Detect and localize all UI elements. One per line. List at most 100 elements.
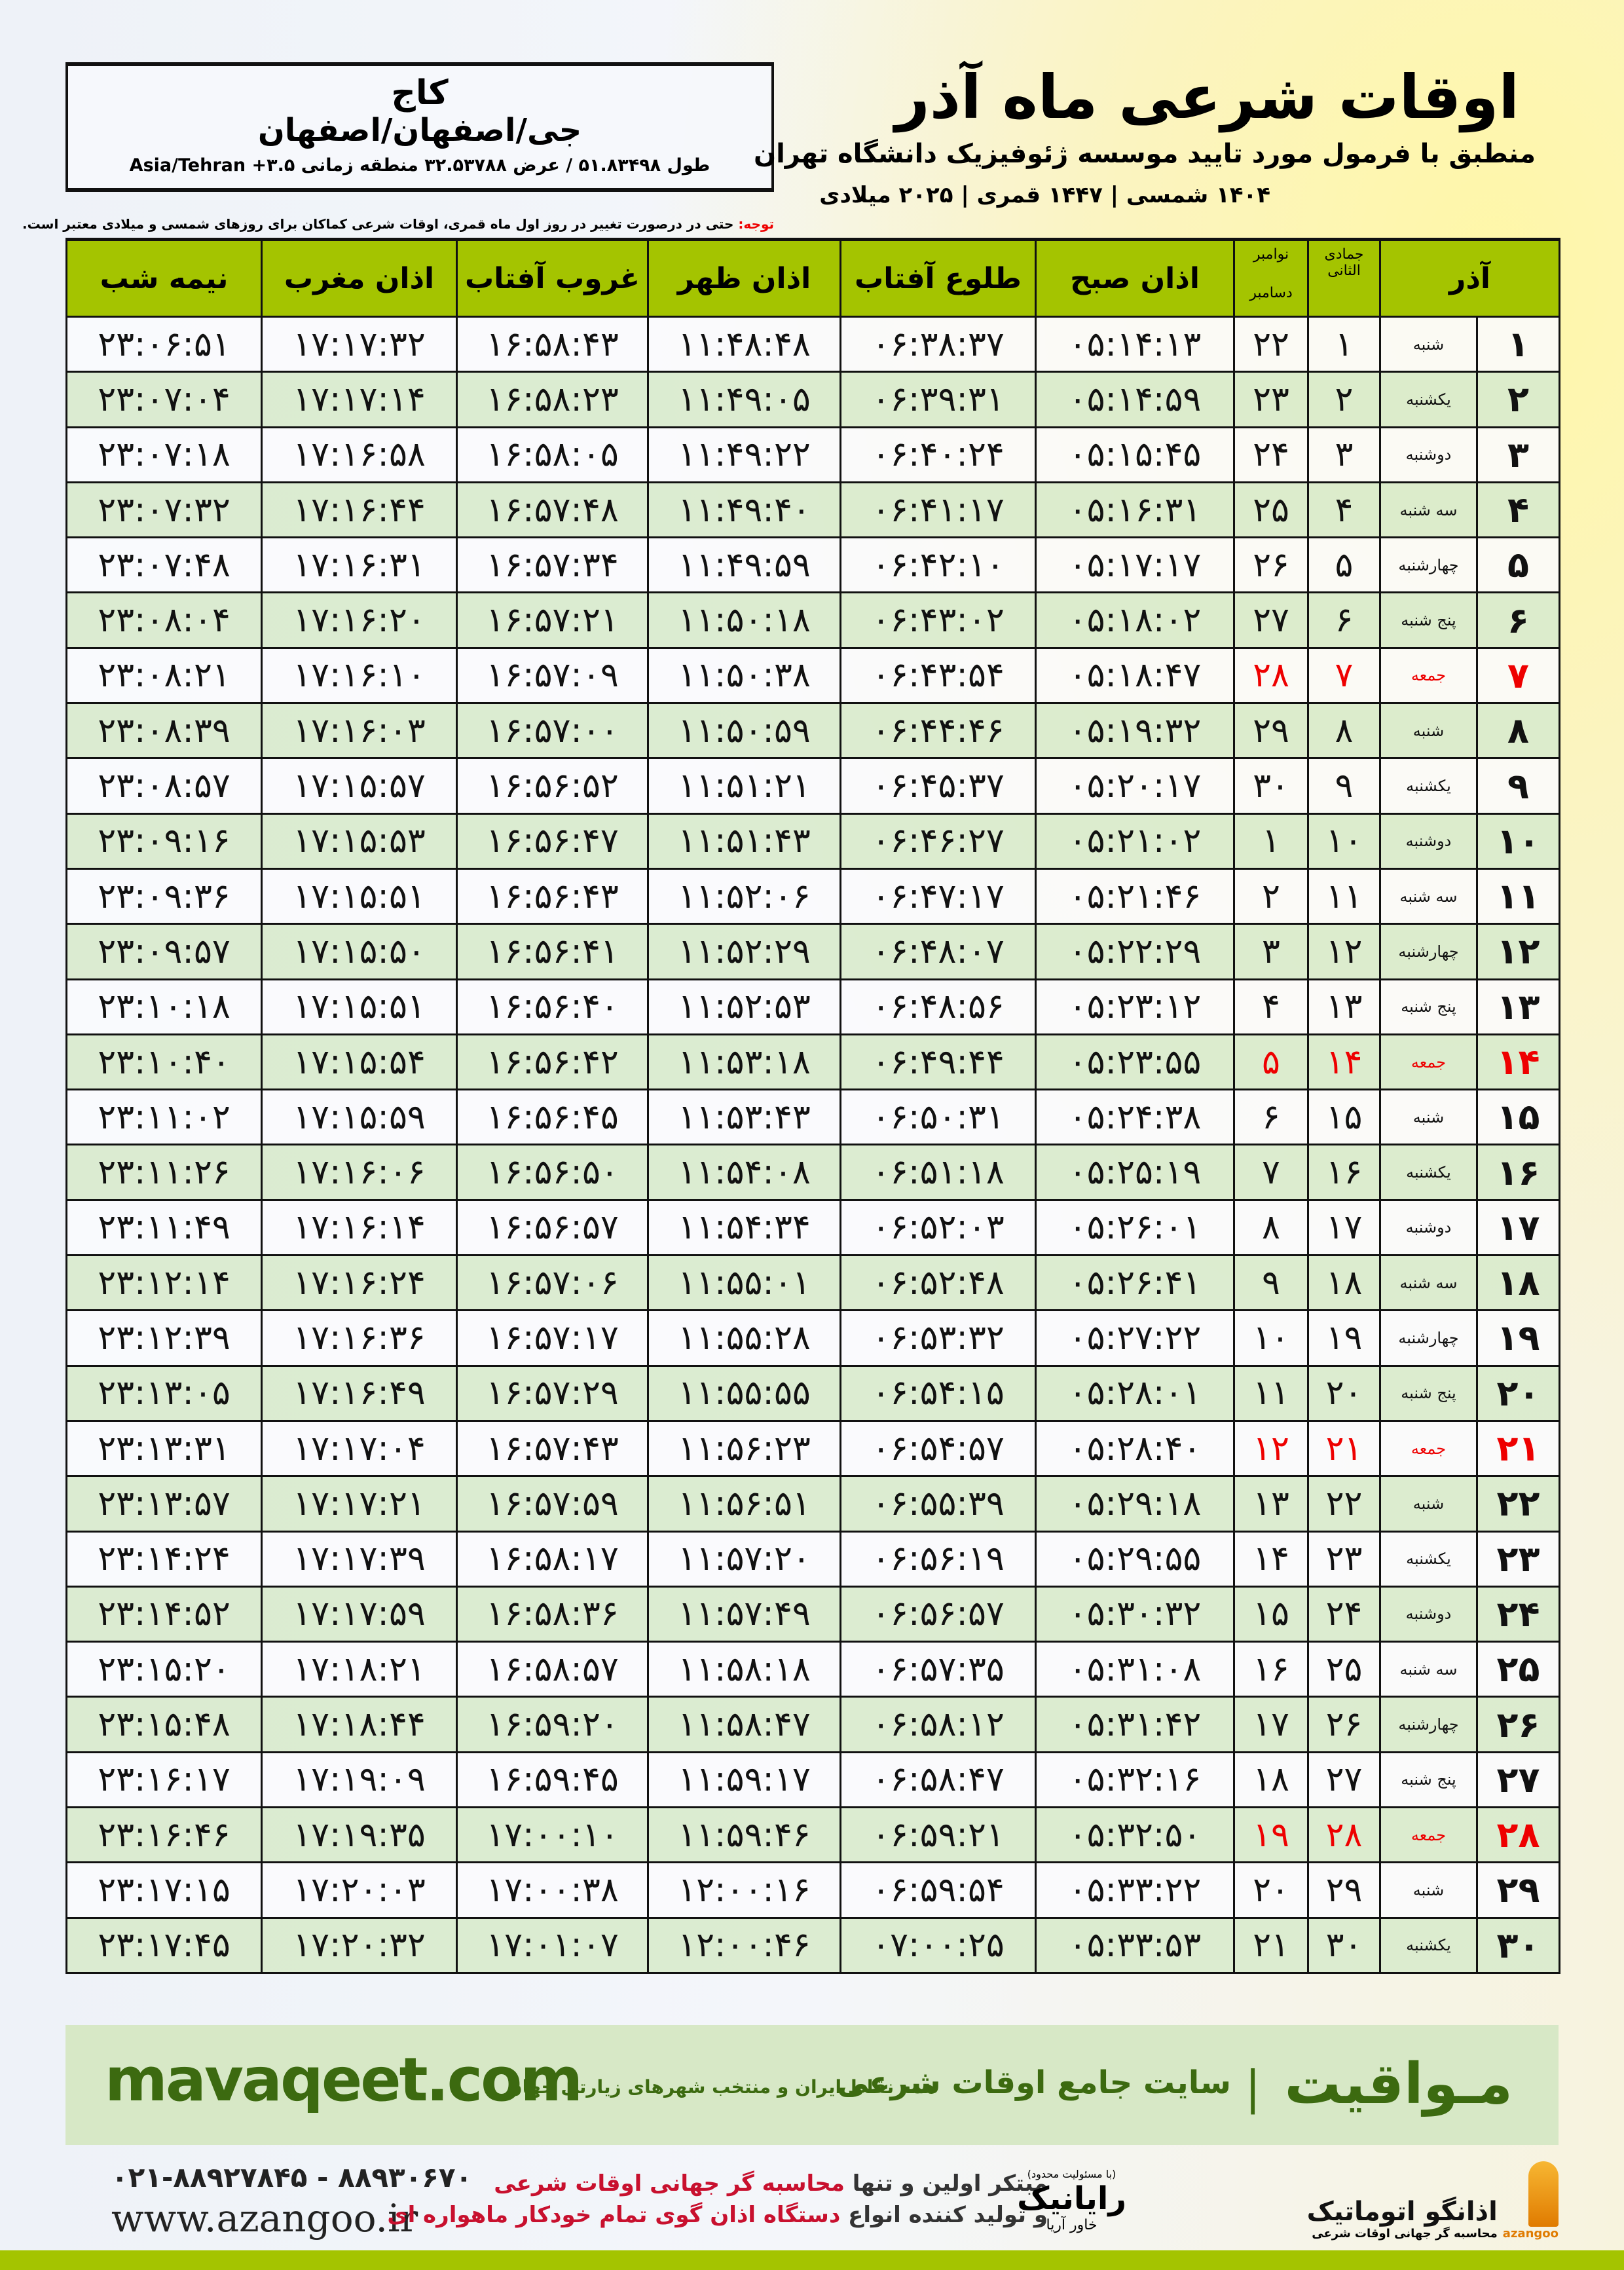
fajr-time: ۰۵:۲۸:۴۰ (1035, 1419, 1235, 1478)
sunrise-time: ۰۶:۳۹:۳۱ (840, 371, 1037, 428)
note-text: حتی در درصورت تغییر در روز اول ماه قمری،… (22, 216, 739, 232)
table-row: ۱۸ سه شنبه ۱۸ ۹ ۰۵:۲۶:۴۱ ۰۶:۵۲:۴۸ ۱۱:۵۵:۰۱ ۱۶:۵… (65, 1254, 1560, 1312)
col-dhuhr: اذان ظهر (647, 238, 841, 318)
azar-day: ۱۲ (1476, 923, 1560, 980)
midnight-time: ۲۳:۱۳:۵۷ (65, 1475, 263, 1533)
promo2-b: دستگاه اذان گوی تمام خودکار ماهواره ای (387, 2202, 841, 2228)
midnight-time: ۲۳:۰۸:۵۷ (65, 757, 263, 815)
midnight-time: ۲۳:۱۳:۳۱ (65, 1419, 263, 1478)
table-row: ۳ دوشنبه ۳ ۲۴ ۰۵:۱۵:۴۵ ۰۶:۴۰:۲۴ ۱۱:۴۹:۲۲ ۱۶:۵۸:… (65, 426, 1560, 483)
sunrise-time: ۰۶:۵۸:۴۷ (840, 1751, 1037, 1809)
sunset-time: ۱۶:۵۶:۴۱ (456, 923, 649, 980)
weekday: چهارشنبه (1379, 1696, 1478, 1753)
gregorian-day: ۱ (1233, 812, 1309, 870)
sunrise-time: ۰۶:۴۶:۲۷ (840, 812, 1037, 870)
hijri-day: ۲۶ (1307, 1696, 1381, 1753)
sunset-time: ۱۶:۵۸:۵۷ (456, 1641, 649, 1698)
fajr-time: ۰۵:۲۵:۱۹ (1035, 1144, 1235, 1201)
table-row: ۷ جمعه ۷ ۲۸ ۰۵:۱۸:۴۷ ۰۶:۴۳:۵۴ ۱۱:۵۰:۳۸ ۱۶:۵۷:۰۹… (65, 646, 1560, 705)
sunrise-time: ۰۶:۵۹:۲۱ (840, 1806, 1037, 1864)
dhuhr-time: ۱۱:۵۵:۰۱ (647, 1254, 841, 1312)
midnight-time: ۲۳:۰۹:۳۶ (65, 867, 263, 925)
hijri-day: ۷ (1307, 646, 1381, 705)
midnight-time: ۲۳:۰۶:۵۱ (65, 315, 263, 373)
fajr-time: ۰۵:۱۴:۱۳ (1035, 315, 1235, 373)
midnight-time: ۲۳:۱۱:۲۶ (65, 1144, 263, 1201)
site-url[interactable]: mavaqeet.com (105, 2045, 583, 2115)
website-link[interactable]: www.azangoo.ir (111, 2196, 418, 2241)
sunset-time: ۱۶:۵۷:۴۸ (456, 481, 649, 539)
weekday: دوشنبه (1379, 1585, 1478, 1643)
gregorian-bottom: دسامبر (1249, 285, 1293, 301)
hijri-day: ۲ (1307, 371, 1381, 428)
midnight-time: ۲۳:۱۶:۴۶ (65, 1806, 263, 1864)
sunrise-time: ۰۶:۵۴:۱۵ (840, 1364, 1037, 1422)
col-midnight: نیمه شب (65, 238, 263, 318)
weekday: شنبه (1379, 1861, 1478, 1919)
bottom-bar (0, 2250, 1624, 2270)
sunrise-time: ۰۶:۵۴:۵۷ (840, 1419, 1037, 1478)
maghrib-time: ۱۷:۱۵:۵۴ (261, 1033, 458, 1091)
sunrise-time: ۰۶:۵۹:۵۴ (840, 1861, 1037, 1919)
table-row: ۸ شنبه ۸ ۲۹ ۰۵:۱۹:۳۲ ۰۶:۴۴:۴۶ ۱۱:۵۰:۵۹ ۱۶:۵۷:۰۰… (65, 702, 1560, 760)
hijri-day: ۱ (1307, 315, 1381, 373)
midnight-time: ۲۳:۰۷:۱۸ (65, 426, 263, 483)
hijri-day: ۲۷ (1307, 1751, 1381, 1809)
gregorian-day: ۱۷ (1233, 1696, 1309, 1753)
midnight-time: ۲۳:۰۷:۴۸ (65, 536, 263, 594)
sunset-time: ۱۶:۵۸:۴۳ (456, 315, 649, 373)
sunrise-time: ۰۶:۵۶:۱۹ (840, 1530, 1037, 1588)
sunset-time: ۱۶:۵۷:۴۳ (456, 1419, 649, 1478)
fajr-time: ۰۵:۲۲:۲۹ (1035, 923, 1235, 980)
sunset-time: ۱۶:۵۸:۳۶ (456, 1585, 649, 1643)
gregorian-day: ۱۳ (1233, 1475, 1309, 1533)
midnight-time: ۲۳:۱۵:۲۰ (65, 1641, 263, 1698)
dhuhr-time: ۱۱:۵۶:۵۱ (647, 1475, 841, 1533)
hijri-day: ۳۰ (1307, 1916, 1381, 1974)
maghrib-time: ۱۷:۱۶:۲۴ (261, 1254, 458, 1312)
sunrise-time: ۰۶:۴۸:۵۶ (840, 978, 1037, 1035)
table-row: ۲۸ جمعه ۲۸ ۱۹ ۰۵:۳۲:۵۰ ۰۶:۵۹:۲۱ ۱۱:۵۹:۴۶ ۱۷:۰۰:… (65, 1806, 1560, 1864)
sunrise-time: ۰۶:۴۸:۰۷ (840, 923, 1037, 980)
azar-day: ۲۹ (1476, 1861, 1560, 1919)
azar-day: ۲۰ (1476, 1364, 1560, 1422)
weekday: پنج شنبه (1379, 591, 1478, 649)
table-row: ۱۴ جمعه ۱۴ ۵ ۰۵:۲۳:۵۵ ۰۶:۴۹:۴۴ ۱۱:۵۳:۱۸ ۱۶:۵۶:۴… (65, 1033, 1560, 1091)
sunset-time: ۱۶:۵۶:۴۰ (456, 978, 649, 1035)
gregorian-day: ۲۹ (1233, 702, 1309, 760)
fajr-time: ۰۵:۱۹:۳۲ (1035, 702, 1235, 760)
gregorian-day: ۱۲ (1233, 1419, 1309, 1478)
sunset-time: ۱۶:۵۶:۵۲ (456, 757, 649, 815)
dhuhr-time: ۱۱:۵۹:۴۶ (647, 1806, 841, 1864)
gregorian-day: ۳۰ (1233, 757, 1309, 815)
midnight-time: ۲۳:۰۸:۳۹ (65, 702, 263, 760)
col-sunset: غروب آفتاب (456, 238, 649, 318)
sunrise-time: ۰۶:۵۵:۳۹ (840, 1475, 1037, 1533)
sunset-time: ۱۷:۰۱:۰۷ (456, 1916, 649, 1974)
azar-day: ۴ (1476, 481, 1560, 539)
midnight-time: ۲۳:۱۱:۰۲ (65, 1088, 263, 1146)
midnight-time: ۲۳:۰۸:۲۱ (65, 646, 263, 705)
dhuhr-time: ۱۱:۵۶:۲۳ (647, 1419, 841, 1478)
sunrise-time: ۰۶:۵۱:۱۸ (840, 1144, 1037, 1201)
fajr-time: ۰۵:۲۱:۰۲ (1035, 812, 1235, 870)
dhuhr-time: ۱۱:۵۵:۵۵ (647, 1364, 841, 1422)
hijri-day: ۱۴ (1307, 1033, 1381, 1091)
table-row: ۲۶ چهارشنبه ۲۶ ۱۷ ۰۵:۳۱:۴۲ ۰۶:۵۸:۱۲ ۱۱:۵۸:۴۷ ۱۶… (65, 1696, 1560, 1753)
sunrise-time: ۰۶:۴۵:۳۷ (840, 757, 1037, 815)
gregorian-day: ۴ (1233, 978, 1309, 1035)
table-row: ۱۲ چهارشنبه ۱۲ ۳ ۰۵:۲۲:۲۹ ۰۶:۴۸:۰۷ ۱۱:۵۲:۲۹ ۱۶:… (65, 923, 1560, 980)
sunrise-time: ۰۶:۵۶:۵۷ (840, 1585, 1037, 1643)
gregorian-day: ۲۵ (1233, 481, 1309, 539)
table-row: ۱۰ دوشنبه ۱۰ ۱ ۰۵:۲۱:۰۲ ۰۶:۴۶:۲۷ ۱۱:۵۱:۴۳ ۱۶:۵۶… (65, 812, 1560, 870)
weekday: چهارشنبه (1379, 923, 1478, 980)
sunset-time: ۱۶:۵۶:۴۷ (456, 812, 649, 870)
hijri-day: ۶ (1307, 591, 1381, 649)
sunset-time: ۱۶:۵۷:۰۹ (456, 646, 649, 705)
gregorian-day: ۵ (1233, 1033, 1309, 1091)
fajr-time: ۰۵:۳۲:۵۰ (1035, 1806, 1235, 1864)
table-row: ۱۹ چهارشنبه ۱۹ ۱۰ ۰۵:۲۷:۲۲ ۰۶:۵۳:۳۲ ۱۱:۵۵:۲۸ ۱۶… (65, 1309, 1560, 1367)
gregorian-day: ۲۰ (1233, 1861, 1309, 1919)
maghrib-time: ۱۷:۱۵:۵۱ (261, 978, 458, 1035)
fajr-time: ۰۵:۲۶:۰۱ (1035, 1199, 1235, 1257)
